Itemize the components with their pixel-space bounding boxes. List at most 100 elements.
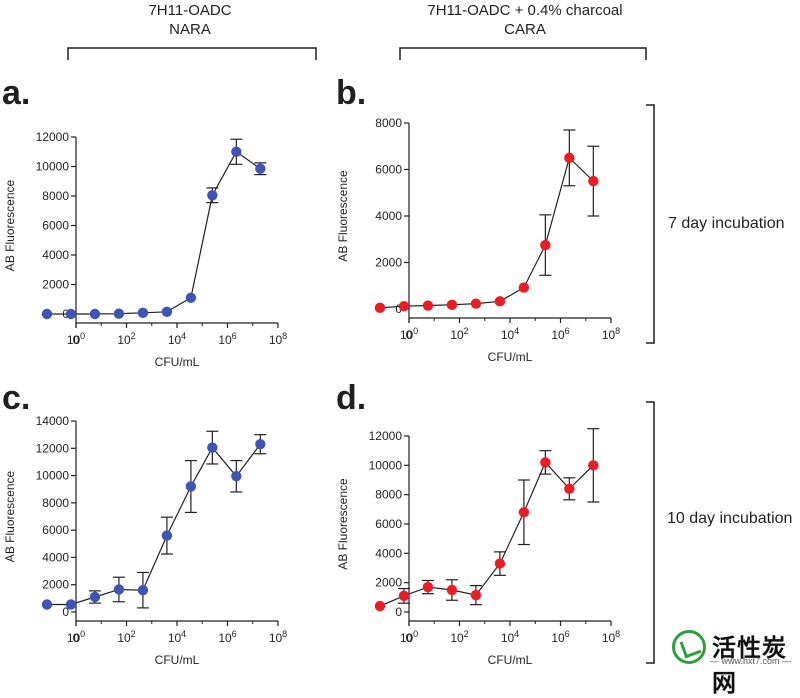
data-point (540, 239, 551, 251)
x-tick-label: 102 (117, 629, 135, 645)
series-line (379, 461, 594, 607)
leaf-logo-icon (672, 630, 706, 664)
x-tick-label: 108 (269, 331, 287, 347)
y-tick-label: 10000 (36, 160, 70, 174)
x-tick-label: 102 (117, 331, 135, 347)
data-point (494, 296, 506, 307)
x-tick-label: 100 (67, 331, 85, 347)
y-tick-label: 2000 (42, 578, 69, 592)
y-tick-label: 12000 (36, 130, 70, 144)
y-tick-label: 12000 (36, 441, 70, 455)
x-tick-label: 0 (73, 631, 80, 645)
watermark: 活性炭网 — www.hxt7.com — (672, 628, 798, 697)
data-point (494, 558, 506, 569)
x-axis-title: CFU/mL (155, 653, 200, 667)
watermark-url: — www.hxt7.com — (710, 656, 792, 666)
data-point (422, 300, 434, 311)
row-label-top: 7 day incubation (668, 215, 785, 232)
data-point (161, 306, 173, 317)
series-line (46, 443, 261, 606)
y-tick-label: 4000 (375, 209, 402, 223)
row-bracket-top (646, 104, 655, 344)
x-tick-label: 106 (551, 629, 569, 645)
data-point (137, 307, 149, 319)
data-point (540, 457, 551, 468)
data-point (137, 584, 149, 596)
data-point (446, 299, 458, 311)
x-tick-label: 100 (400, 326, 418, 342)
x-tick-label: 0 (406, 328, 413, 342)
data-point (255, 163, 266, 174)
y-tick-label: 6000 (375, 517, 402, 531)
y-tick-label: 8000 (42, 496, 69, 510)
y-tick-label: 2000 (375, 576, 402, 590)
y-tick-label: 8000 (375, 116, 402, 130)
data-point (207, 190, 218, 201)
y-tick-label: 12000 (369, 429, 403, 443)
data-point (161, 530, 173, 541)
data-point (65, 308, 77, 320)
y-tick-label: 6000 (42, 219, 69, 233)
y-tick-label: 4000 (375, 546, 402, 560)
series-line (379, 156, 594, 309)
header-bracket-left (67, 47, 317, 60)
data-point (65, 599, 77, 610)
row-label-bottom: 10 day incubation (667, 510, 793, 527)
data-point (446, 584, 458, 596)
data-point (185, 292, 197, 303)
data-point (89, 308, 101, 320)
x-tick-label: 104 (501, 629, 519, 645)
data-point (41, 308, 53, 320)
x-tick-label: 106 (218, 331, 236, 347)
x-tick-label: 0 (73, 333, 80, 347)
y-axis-title: AB Fluorescence (3, 179, 17, 271)
data-point (588, 175, 599, 187)
x-tick-label: 102 (450, 326, 468, 342)
y-tick-label: 2000 (375, 256, 402, 270)
data-point (231, 146, 242, 157)
panel-label-b: b. (336, 74, 367, 112)
x-tick-label: 100 (67, 629, 85, 645)
data-point (518, 507, 530, 518)
data-point (518, 282, 530, 293)
x-tick-label: 104 (168, 629, 186, 645)
y-tick-label: 0 (395, 302, 402, 316)
data-point (470, 298, 482, 309)
y-tick-label: 8000 (375, 488, 402, 502)
x-tick-label: 104 (168, 331, 186, 347)
data-point (564, 152, 575, 164)
y-tick-label: 6000 (375, 163, 402, 177)
data-point (113, 308, 125, 319)
y-tick-label: 4000 (42, 550, 69, 564)
x-axis-title: CFU/mL (488, 653, 533, 667)
x-tick-label: 106 (218, 629, 236, 645)
x-tick-label: 106 (551, 326, 569, 342)
header-left: 7H11-OADC NARA (90, 1, 290, 39)
y-axis-title: AB Fluorescence (3, 470, 17, 562)
data-point (422, 581, 434, 593)
panel-label-d: d. (336, 379, 367, 417)
data-point (374, 302, 386, 314)
header-right-line1: 7H11-OADC + 0.4% charcoal (427, 2, 623, 19)
data-point (470, 589, 482, 601)
y-tick-label: 10000 (369, 458, 403, 472)
x-tick-label: 108 (602, 629, 620, 645)
y-tick-label: 2000 (42, 278, 69, 292)
y-tick-label: 6000 (42, 523, 69, 537)
x-tick-label: 108 (602, 326, 620, 342)
data-point (398, 301, 410, 312)
y-tick-label: 8000 (42, 189, 69, 203)
y-axis-title: AB Fluorescence (336, 478, 350, 570)
y-tick-label: 0 (395, 605, 402, 619)
x-tick-label: 102 (450, 629, 468, 645)
data-point (41, 599, 53, 610)
header-left-line2: NARA (169, 21, 211, 38)
data-point (374, 600, 386, 612)
header-left-line1: 7H11-OADC (148, 2, 232, 19)
y-axis-title: AB Fluorescence (336, 170, 350, 262)
data-point (89, 591, 101, 603)
